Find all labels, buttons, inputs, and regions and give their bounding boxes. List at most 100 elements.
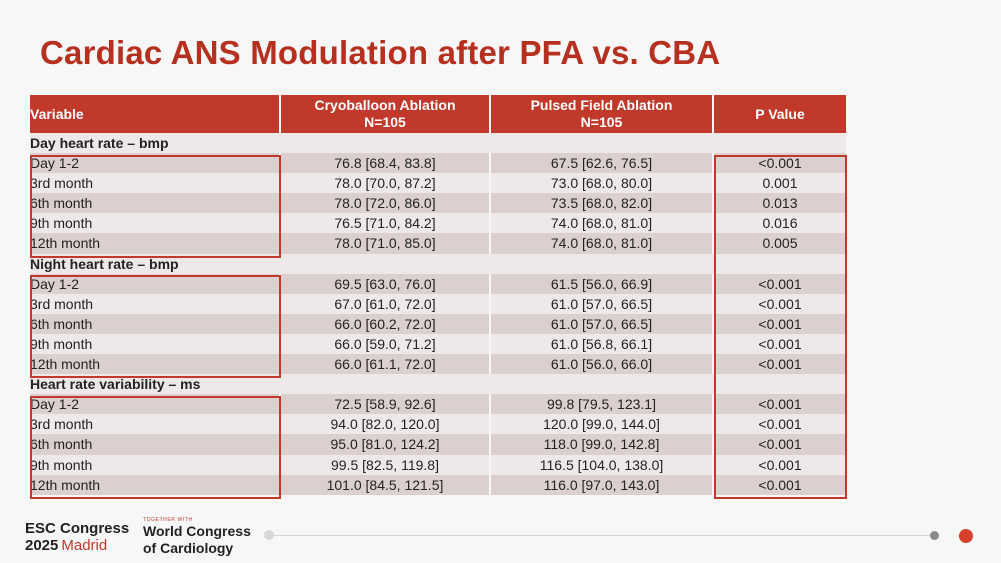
p-value: <0.001 xyxy=(712,293,846,314)
results-table: Variable Cryoballoon Ablation N=105 Puls… xyxy=(30,95,846,495)
header-variable: Variable xyxy=(30,95,281,133)
header-p-value: P Value xyxy=(713,95,846,133)
cba-value: 66.0 [61.1, 72.0] xyxy=(279,354,490,375)
cba-value: 95.0 [81.0, 124.2] xyxy=(279,434,490,455)
table-row: 12th month 66.0 [61.1, 72.0] 61.0 [56.0,… xyxy=(30,354,846,375)
table-row: 3rd month 78.0 [70.0, 87.2] 73.0 [68.0, … xyxy=(30,173,846,194)
header-pulsed-field-n: N=105 xyxy=(580,114,623,130)
table-row: 6th month 66.0 [60.2, 72.0] 61.0 [57.0, … xyxy=(30,313,846,334)
table-row: 3rd month 94.0 [82.0, 120.0] 120.0 [99.0… xyxy=(30,414,846,435)
table-header-row: Variable Cryoballoon Ablation N=105 Puls… xyxy=(30,95,846,133)
esc-congress-text: ESC Congress xyxy=(25,520,130,537)
pfa-value: 61.5 [56.0, 66.9] xyxy=(489,273,713,294)
row-label: 6th month xyxy=(30,313,280,334)
slide-title: Cardiac ANS Modulation after PFA vs. CBA xyxy=(40,34,721,71)
table-row: 3rd month 67.0 [61.0, 72.0] 61.0 [57.0, … xyxy=(30,293,846,314)
p-value: <0.001 xyxy=(712,454,846,475)
p-value: 0.001 xyxy=(712,173,846,194)
cba-value: 76.8 [68.4, 83.8] xyxy=(279,153,490,174)
row-label: Day 1-2 xyxy=(30,273,280,294)
p-value: <0.001 xyxy=(712,474,846,495)
p-value: <0.001 xyxy=(712,414,846,435)
cba-value: 78.0 [71.0, 85.0] xyxy=(279,233,490,254)
progress-line xyxy=(270,535,938,536)
pfa-value: 118.0 [99.0, 142.8] xyxy=(489,434,713,455)
section-header-row: Night heart rate – bmp xyxy=(30,253,846,274)
highlight-box-p-values xyxy=(714,155,847,499)
pfa-value: 74.0 [68.0, 81.0] xyxy=(489,213,713,234)
highlight-box-hrv-rows xyxy=(30,396,281,499)
cba-value: 99.5 [82.5, 119.8] xyxy=(279,454,490,475)
row-label: 6th month xyxy=(30,434,280,455)
row-label: 3rd month xyxy=(30,414,280,435)
table-row: Day 1-2 76.8 [68.4, 83.8] 67.5 [62.6, 76… xyxy=(30,153,846,174)
table-row: 9th month 76.5 [71.0, 84.2] 74.0 [68.0, … xyxy=(30,213,846,234)
cba-value: 69.5 [63.0, 76.0] xyxy=(279,273,490,294)
highlight-box-day-rows xyxy=(30,155,281,258)
cba-value: 101.0 [84.5, 121.5] xyxy=(279,474,490,495)
cba-value: 66.0 [60.2, 72.0] xyxy=(279,313,490,334)
of-cardiology-text: of Cardiology xyxy=(143,540,234,556)
pfa-value: 67.5 [62.6, 76.5] xyxy=(489,153,713,174)
pfa-value: 116.5 [104.0, 138.0] xyxy=(489,454,713,475)
cba-value: 72.5 [58.9, 92.6] xyxy=(279,394,490,415)
pfa-value: 61.0 [56.8, 66.1] xyxy=(489,333,713,355)
table-row: 6th month 78.0 [72.0, 86.0] 73.5 [68.0, … xyxy=(30,193,846,214)
section-header-row: Day heart rate – bmp xyxy=(30,133,846,154)
pfa-value: 116.0 [97.0, 143.0] xyxy=(489,474,713,495)
section-title: Day heart rate – bmp xyxy=(30,133,846,154)
p-value: <0.001 xyxy=(712,153,846,174)
section-title: Heart rate variability – ms xyxy=(30,374,846,395)
pfa-value: 61.0 [57.0, 66.5] xyxy=(489,313,713,334)
header-pulsed-field: Pulsed Field Ablation N=105 xyxy=(490,95,714,133)
p-value: 0.013 xyxy=(712,193,846,214)
row-label: 3rd month xyxy=(30,293,280,314)
p-value: <0.001 xyxy=(712,434,846,455)
section-header-row: Heart rate variability – ms xyxy=(30,374,846,395)
p-value: 0.005 xyxy=(712,233,846,254)
pfa-value: 61.0 [57.0, 66.5] xyxy=(489,293,713,314)
table-row: 9th month 99.5 [82.5, 119.8] 116.5 [104.… xyxy=(30,454,846,475)
header-cryoballoon: Cryoballoon Ablation N=105 xyxy=(280,95,491,133)
p-value: <0.001 xyxy=(712,333,846,355)
together-with-text: TOGETHER WITH xyxy=(143,517,193,523)
row-label: Day 1-2 xyxy=(30,153,280,174)
table-row: 12th month 101.0 [84.5, 121.5] 116.0 [97… xyxy=(30,474,846,495)
progress-start-dot xyxy=(264,530,274,540)
cba-value: 78.0 [72.0, 86.0] xyxy=(279,193,490,214)
table-row: 9th month 66.0 [59.0, 71.2] 61.0 [56.8, … xyxy=(30,333,846,355)
progress-current-dot xyxy=(959,529,973,543)
pfa-value: 74.0 [68.0, 81.0] xyxy=(489,233,713,254)
cba-value: 78.0 [70.0, 87.2] xyxy=(279,173,490,194)
highlight-box-night-rows xyxy=(30,275,281,378)
p-value: 0.016 xyxy=(712,213,846,234)
cba-value: 67.0 [61.0, 72.0] xyxy=(279,293,490,314)
pfa-value: 73.5 [68.0, 82.0] xyxy=(489,193,713,214)
pfa-value: 73.0 [68.0, 80.0] xyxy=(489,173,713,194)
cba-value: 76.5 [71.0, 84.2] xyxy=(279,213,490,234)
p-value: <0.001 xyxy=(712,273,846,294)
table-row: Day 1-2 69.5 [63.0, 76.0] 61.5 [56.0, 66… xyxy=(30,273,846,294)
p-value: <0.001 xyxy=(712,354,846,375)
section-title: Night heart rate – bmp xyxy=(30,253,846,274)
row-label: 9th month xyxy=(30,213,280,234)
pfa-value: 99.8 [79.5, 123.1] xyxy=(489,394,713,415)
header-cryoballoon-name: Cryoballoon Ablation xyxy=(314,97,456,113)
progress-dot xyxy=(930,531,939,540)
row-label: 12th month xyxy=(30,233,280,254)
row-label: Day 1-2 xyxy=(30,394,280,415)
header-pulsed-field-name: Pulsed Field Ablation xyxy=(530,97,673,113)
cba-value: 66.0 [59.0, 71.2] xyxy=(279,333,490,355)
row-label: 6th month xyxy=(30,193,280,214)
cba-value: 94.0 [82.0, 120.0] xyxy=(279,414,490,435)
esc-city: Madrid xyxy=(61,537,108,554)
row-label: 9th month xyxy=(30,454,280,475)
world-congress-text: World Congress xyxy=(143,523,251,539)
row-label: 3rd month xyxy=(30,173,280,194)
esc-year: 2025 xyxy=(25,537,59,554)
row-label: 12th month xyxy=(30,474,280,495)
pfa-value: 120.0 [99.0, 144.0] xyxy=(489,414,713,435)
table-row: 6th month 95.0 [81.0, 124.2] 118.0 [99.0… xyxy=(30,434,846,455)
header-cryoballoon-n: N=105 xyxy=(364,114,406,130)
esc-year-line: 2025 Madrid xyxy=(25,537,107,554)
